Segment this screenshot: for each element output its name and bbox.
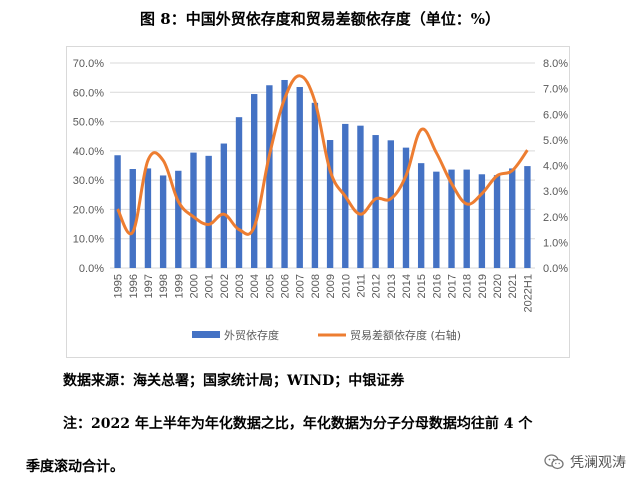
y-left-tick-label: 70.0% — [73, 58, 104, 70]
bar — [524, 166, 531, 268]
x-tick-label: 2007 — [295, 274, 307, 298]
x-tick-label: 2004 — [249, 274, 261, 298]
y-left-tick-label: 40.0% — [73, 146, 104, 158]
bar — [402, 147, 410, 268]
x-tick-label: 1996 — [128, 274, 140, 298]
x-tick-label: 2022H1 — [522, 274, 534, 313]
wechat-icon — [544, 454, 564, 470]
y-right-tick-label: 3.0% — [543, 186, 568, 198]
bar — [296, 87, 303, 268]
x-tick-label: 2009 — [325, 274, 337, 298]
y-left-tick-label: 10.0% — [73, 234, 104, 246]
y-right-tick-label: 1.0% — [543, 237, 568, 249]
bar — [417, 163, 425, 268]
bar — [144, 168, 152, 268]
x-tick-label: 2018 — [462, 274, 474, 298]
y-right-tick-label: 5.0% — [543, 135, 568, 147]
bar — [326, 140, 334, 268]
x-tick-label: 1995 — [113, 274, 125, 298]
x-tick-label: 2012 — [371, 274, 383, 298]
bar — [433, 171, 440, 268]
bar — [387, 140, 394, 268]
x-tick-label: 2021 — [507, 274, 519, 298]
chart-frame — [66, 46, 570, 358]
line-series — [116, 74, 529, 236]
x-tick-label: 2003 — [234, 274, 246, 298]
x-tick-label: 2014 — [401, 274, 413, 298]
y-left-tick-label: 50.0% — [73, 117, 104, 129]
bar — [251, 94, 258, 269]
x-tick-label: 2010 — [340, 274, 352, 298]
legend-label-line: 贸易差额依存度 (右轴) — [350, 328, 461, 342]
data-source: 数据来源：海关总署；国家统计局；WIND；中银证券 — [63, 373, 405, 389]
x-tick-label: 2006 — [280, 274, 292, 298]
y-right-tick-label: 4.0% — [543, 161, 568, 173]
bar — [190, 152, 197, 268]
x-tick-label: 2005 — [264, 274, 276, 298]
watermark: 凭澜观涛 — [544, 452, 626, 472]
chart-title: 图 8：中国外贸依存度和贸易差额依存度（单位：%） — [140, 10, 500, 28]
x-tick-label: 2017 — [447, 274, 459, 298]
note-line-2: 季度滚动合计。 — [26, 459, 124, 475]
bar — [478, 174, 486, 268]
y-right-tick-label: 0.0% — [543, 263, 568, 275]
note-line-1: 注：2022 年上半年为年化数据之比，年化数据为分子分母数据均往前 4 个 — [63, 416, 533, 432]
legend-label-bar: 外贸依存度 — [224, 328, 279, 342]
x-tick-label: 1997 — [143, 274, 155, 298]
bar — [493, 175, 501, 268]
x-tick-label: 2015 — [416, 274, 428, 298]
legend-swatch-bar — [192, 331, 220, 338]
x-tick-label: 1999 — [173, 274, 185, 298]
x-tick-label: 2019 — [477, 274, 489, 298]
y-right-tick-label: 6.0% — [543, 109, 568, 121]
y-left-tick-label: 0.0% — [79, 263, 104, 275]
y-right-tick-label: 7.0% — [543, 84, 568, 96]
bar — [220, 143, 228, 268]
bar — [129, 169, 136, 268]
x-tick-label: 2008 — [310, 274, 322, 298]
bar — [372, 135, 379, 268]
bar — [311, 102, 319, 268]
bar-series — [114, 79, 531, 269]
bar — [175, 170, 182, 268]
line-path — [116, 74, 529, 236]
x-tick-label: 2011 — [355, 274, 367, 298]
bar — [357, 125, 364, 269]
bar — [509, 168, 516, 268]
y-left-tick-label: 60.0% — [73, 87, 104, 99]
y-right-tick-label: 8.0% — [543, 58, 568, 70]
x-tick-label: 2001 — [204, 274, 216, 298]
bar — [235, 117, 243, 268]
bar — [266, 85, 273, 268]
watermark-text: 凭澜观涛 — [570, 455, 626, 471]
x-tick-label: 2020 — [492, 274, 504, 298]
x-tick-label: 2013 — [386, 274, 398, 298]
axis-layer: 0.0% 10.0% 20.0% 30.0% 40.0% 50.0% 60.0% 70.0% 0… — [73, 58, 568, 313]
y-left-tick-label: 20.0% — [73, 204, 104, 216]
bar — [448, 169, 455, 268]
bar — [281, 79, 288, 268]
legend: 外贸依存度 贸易差额依存度 (右轴) — [192, 328, 461, 342]
grid-layer — [110, 62, 535, 269]
bar — [205, 155, 212, 268]
y-left-tick-label: 30.0% — [73, 175, 104, 187]
x-tick-label: 2016 — [431, 274, 443, 298]
bar — [159, 175, 167, 268]
bar — [463, 169, 470, 268]
x-tick-label: 2002 — [219, 274, 231, 298]
x-tick-label: 1998 — [158, 274, 170, 298]
x-tick-label: 2000 — [188, 274, 200, 298]
y-right-tick-label: 2.0% — [543, 212, 568, 224]
